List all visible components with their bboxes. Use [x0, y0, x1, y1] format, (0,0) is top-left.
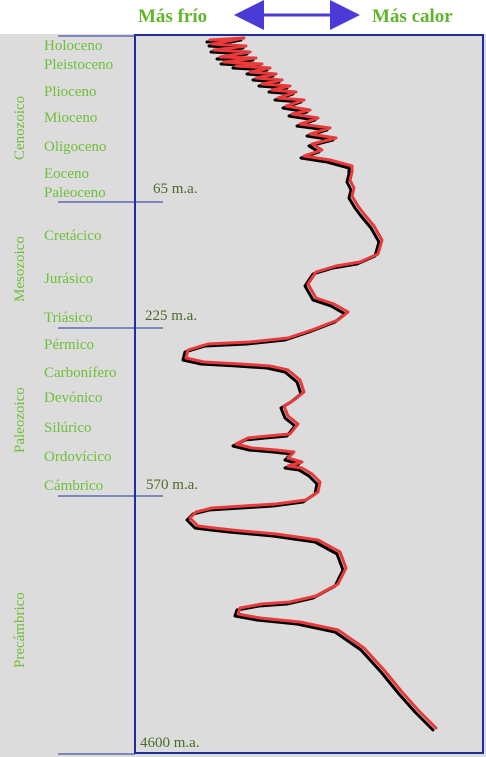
- period-holoceno: Holoceno: [44, 38, 102, 54]
- period-plioceno: Plioceno: [44, 84, 97, 100]
- background-panel: [0, 34, 486, 757]
- boundary-label-65: 65 m.a.: [153, 181, 198, 197]
- temperature-curve: [181, 36, 438, 732]
- boundary-label-570: 570 m.a.: [146, 477, 198, 493]
- timeline-frame: [134, 34, 484, 754]
- period-eoceno: Eoceno: [44, 166, 89, 182]
- cold-label: Más frío: [138, 6, 207, 27]
- period-cretacico: Cretácico: [44, 228, 101, 244]
- period-ordovicico: Ordovícico: [44, 449, 111, 465]
- temperature-curve-line: [184, 36, 438, 730]
- era-cenozoic: Cenozoico: [12, 96, 28, 160]
- period-oligoceno: Oligoceno: [44, 139, 106, 155]
- era-paleozoic: Paleozoico: [12, 387, 28, 453]
- period-triasico: Triásico: [44, 310, 93, 326]
- era-precambrian: Precámbrico: [12, 592, 28, 668]
- period-carbonifero: Carbonífero: [44, 365, 116, 381]
- period-pleistoceno: Pleistoceno: [44, 57, 113, 73]
- period-jurasico: Jurásico: [44, 271, 93, 287]
- period-paleoceno: Paleoceno: [44, 185, 106, 201]
- temperature-curve-shadow: [181, 38, 435, 732]
- boundary-label-4600: 4600 m.a.: [140, 735, 200, 751]
- period-mioceno: Mioceno: [44, 110, 97, 126]
- boundary-label-225: 225 m.a.: [145, 308, 197, 324]
- period-cambrico: Cámbrico: [44, 478, 103, 494]
- warm-label: Más calor: [372, 6, 453, 27]
- era-mesozoic: Mesozoico: [12, 236, 28, 302]
- period-silurico: Silúrico: [44, 420, 92, 436]
- period-permico: Pérmico: [44, 337, 94, 353]
- period-devonico: Devónico: [44, 390, 102, 406]
